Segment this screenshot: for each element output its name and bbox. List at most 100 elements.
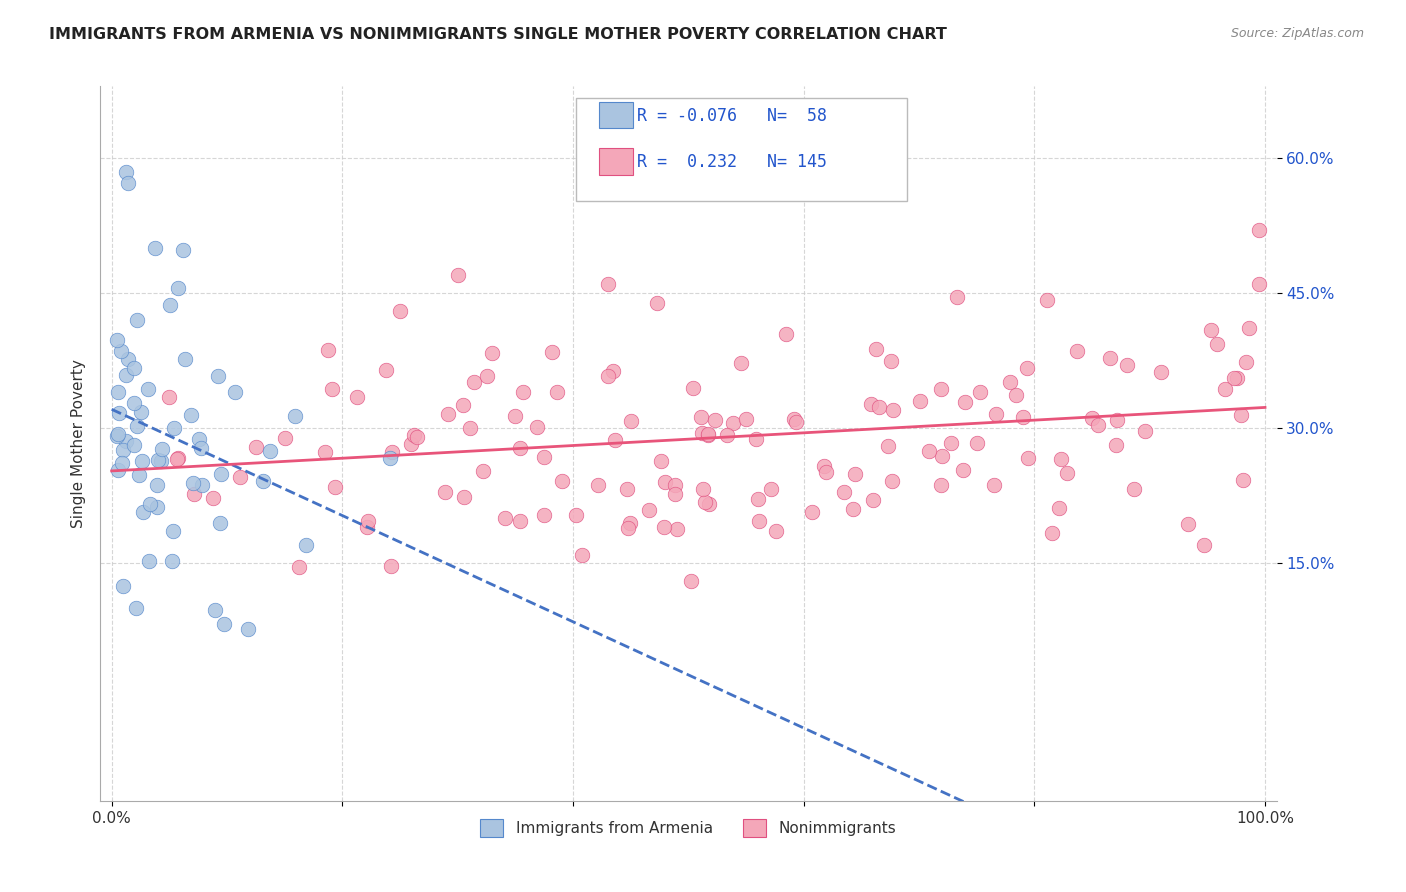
Point [666, 522, 689, 536]
Point [477, 368, 499, 383]
Point [983, 478, 1005, 492]
Point [172, 244, 194, 258]
Point [526, 420, 548, 434]
Point [509, 441, 531, 455]
Point [1230, 408, 1253, 422]
Point [692, 482, 714, 496]
Point [114, 434, 136, 449]
Point [533, 508, 555, 523]
Point [1192, 538, 1215, 552]
Point [697, 428, 720, 442]
Point [357, 514, 380, 528]
Point [800, 505, 823, 519]
Point [834, 485, 856, 500]
Point [681, 574, 703, 588]
Point [150, 454, 173, 468]
Point [931, 449, 953, 463]
Point [114, 368, 136, 382]
Point [1123, 482, 1146, 496]
Point [844, 467, 866, 481]
Point [1066, 344, 1088, 359]
Point [865, 342, 887, 356]
Point [160, 554, 183, 568]
Point [645, 296, 668, 310]
Point [122, 437, 145, 451]
Point [814, 466, 837, 480]
Point [404, 428, 426, 442]
Point [616, 482, 638, 496]
Point [1012, 409, 1035, 424]
Point [204, 603, 226, 617]
Point [288, 560, 311, 574]
Y-axis label: Single Mother Poverty: Single Mother Poverty [72, 359, 86, 528]
Point [107, 426, 129, 441]
Point [1213, 382, 1236, 396]
Point [1004, 388, 1026, 402]
Point [1199, 323, 1222, 337]
Point [458, 420, 481, 434]
Point [107, 429, 129, 443]
Point [953, 395, 976, 409]
Point [605, 433, 627, 447]
Point [111, 457, 134, 471]
Point [188, 432, 211, 446]
Point [564, 508, 586, 523]
Point [1098, 351, 1121, 366]
Point [174, 352, 197, 367]
Point [229, 469, 252, 483]
Point [139, 497, 162, 511]
Point [146, 500, 169, 514]
Point [546, 384, 568, 399]
Point [245, 441, 267, 455]
Point [471, 464, 494, 478]
Point [747, 491, 769, 506]
Point [284, 409, 307, 424]
Point [114, 165, 136, 179]
Point [620, 413, 643, 427]
Point [131, 405, 153, 419]
Point [356, 519, 378, 533]
Text: R = -0.076   N=  58: R = -0.076 N= 58 [637, 107, 827, 125]
Point [984, 408, 1007, 422]
Point [598, 369, 620, 384]
Point [697, 427, 720, 442]
Point [380, 450, 402, 465]
Point [945, 289, 967, 303]
Point [191, 478, 214, 492]
Point [162, 524, 184, 539]
Point [1239, 321, 1261, 335]
Point [107, 384, 129, 399]
Point [463, 375, 485, 389]
Point [436, 407, 458, 421]
Point [540, 345, 562, 359]
Point [744, 432, 766, 446]
Point [550, 475, 572, 489]
Point [167, 281, 190, 295]
Point [654, 475, 676, 490]
Point [879, 353, 901, 368]
Point [969, 384, 991, 399]
Point [734, 412, 756, 426]
Point [145, 241, 167, 255]
Legend: Immigrants from Armenia, Nonimmigrants: Immigrants from Armenia, Nonimmigrants [474, 813, 903, 843]
Point [148, 453, 170, 467]
Point [163, 420, 186, 434]
Point [723, 416, 745, 430]
Point [1232, 473, 1254, 487]
Point [112, 443, 135, 458]
Point [481, 346, 503, 360]
Point [876, 438, 898, 452]
Point [295, 538, 318, 552]
Point [166, 451, 188, 466]
Point [1036, 293, 1059, 307]
Point [1087, 418, 1109, 433]
Point [399, 437, 422, 451]
Point [1015, 361, 1038, 376]
Point [1249, 277, 1271, 291]
Point [494, 511, 516, 525]
Point [138, 554, 160, 568]
Point [181, 475, 204, 490]
Point [190, 442, 212, 456]
Point [117, 351, 139, 366]
Point [125, 419, 148, 434]
